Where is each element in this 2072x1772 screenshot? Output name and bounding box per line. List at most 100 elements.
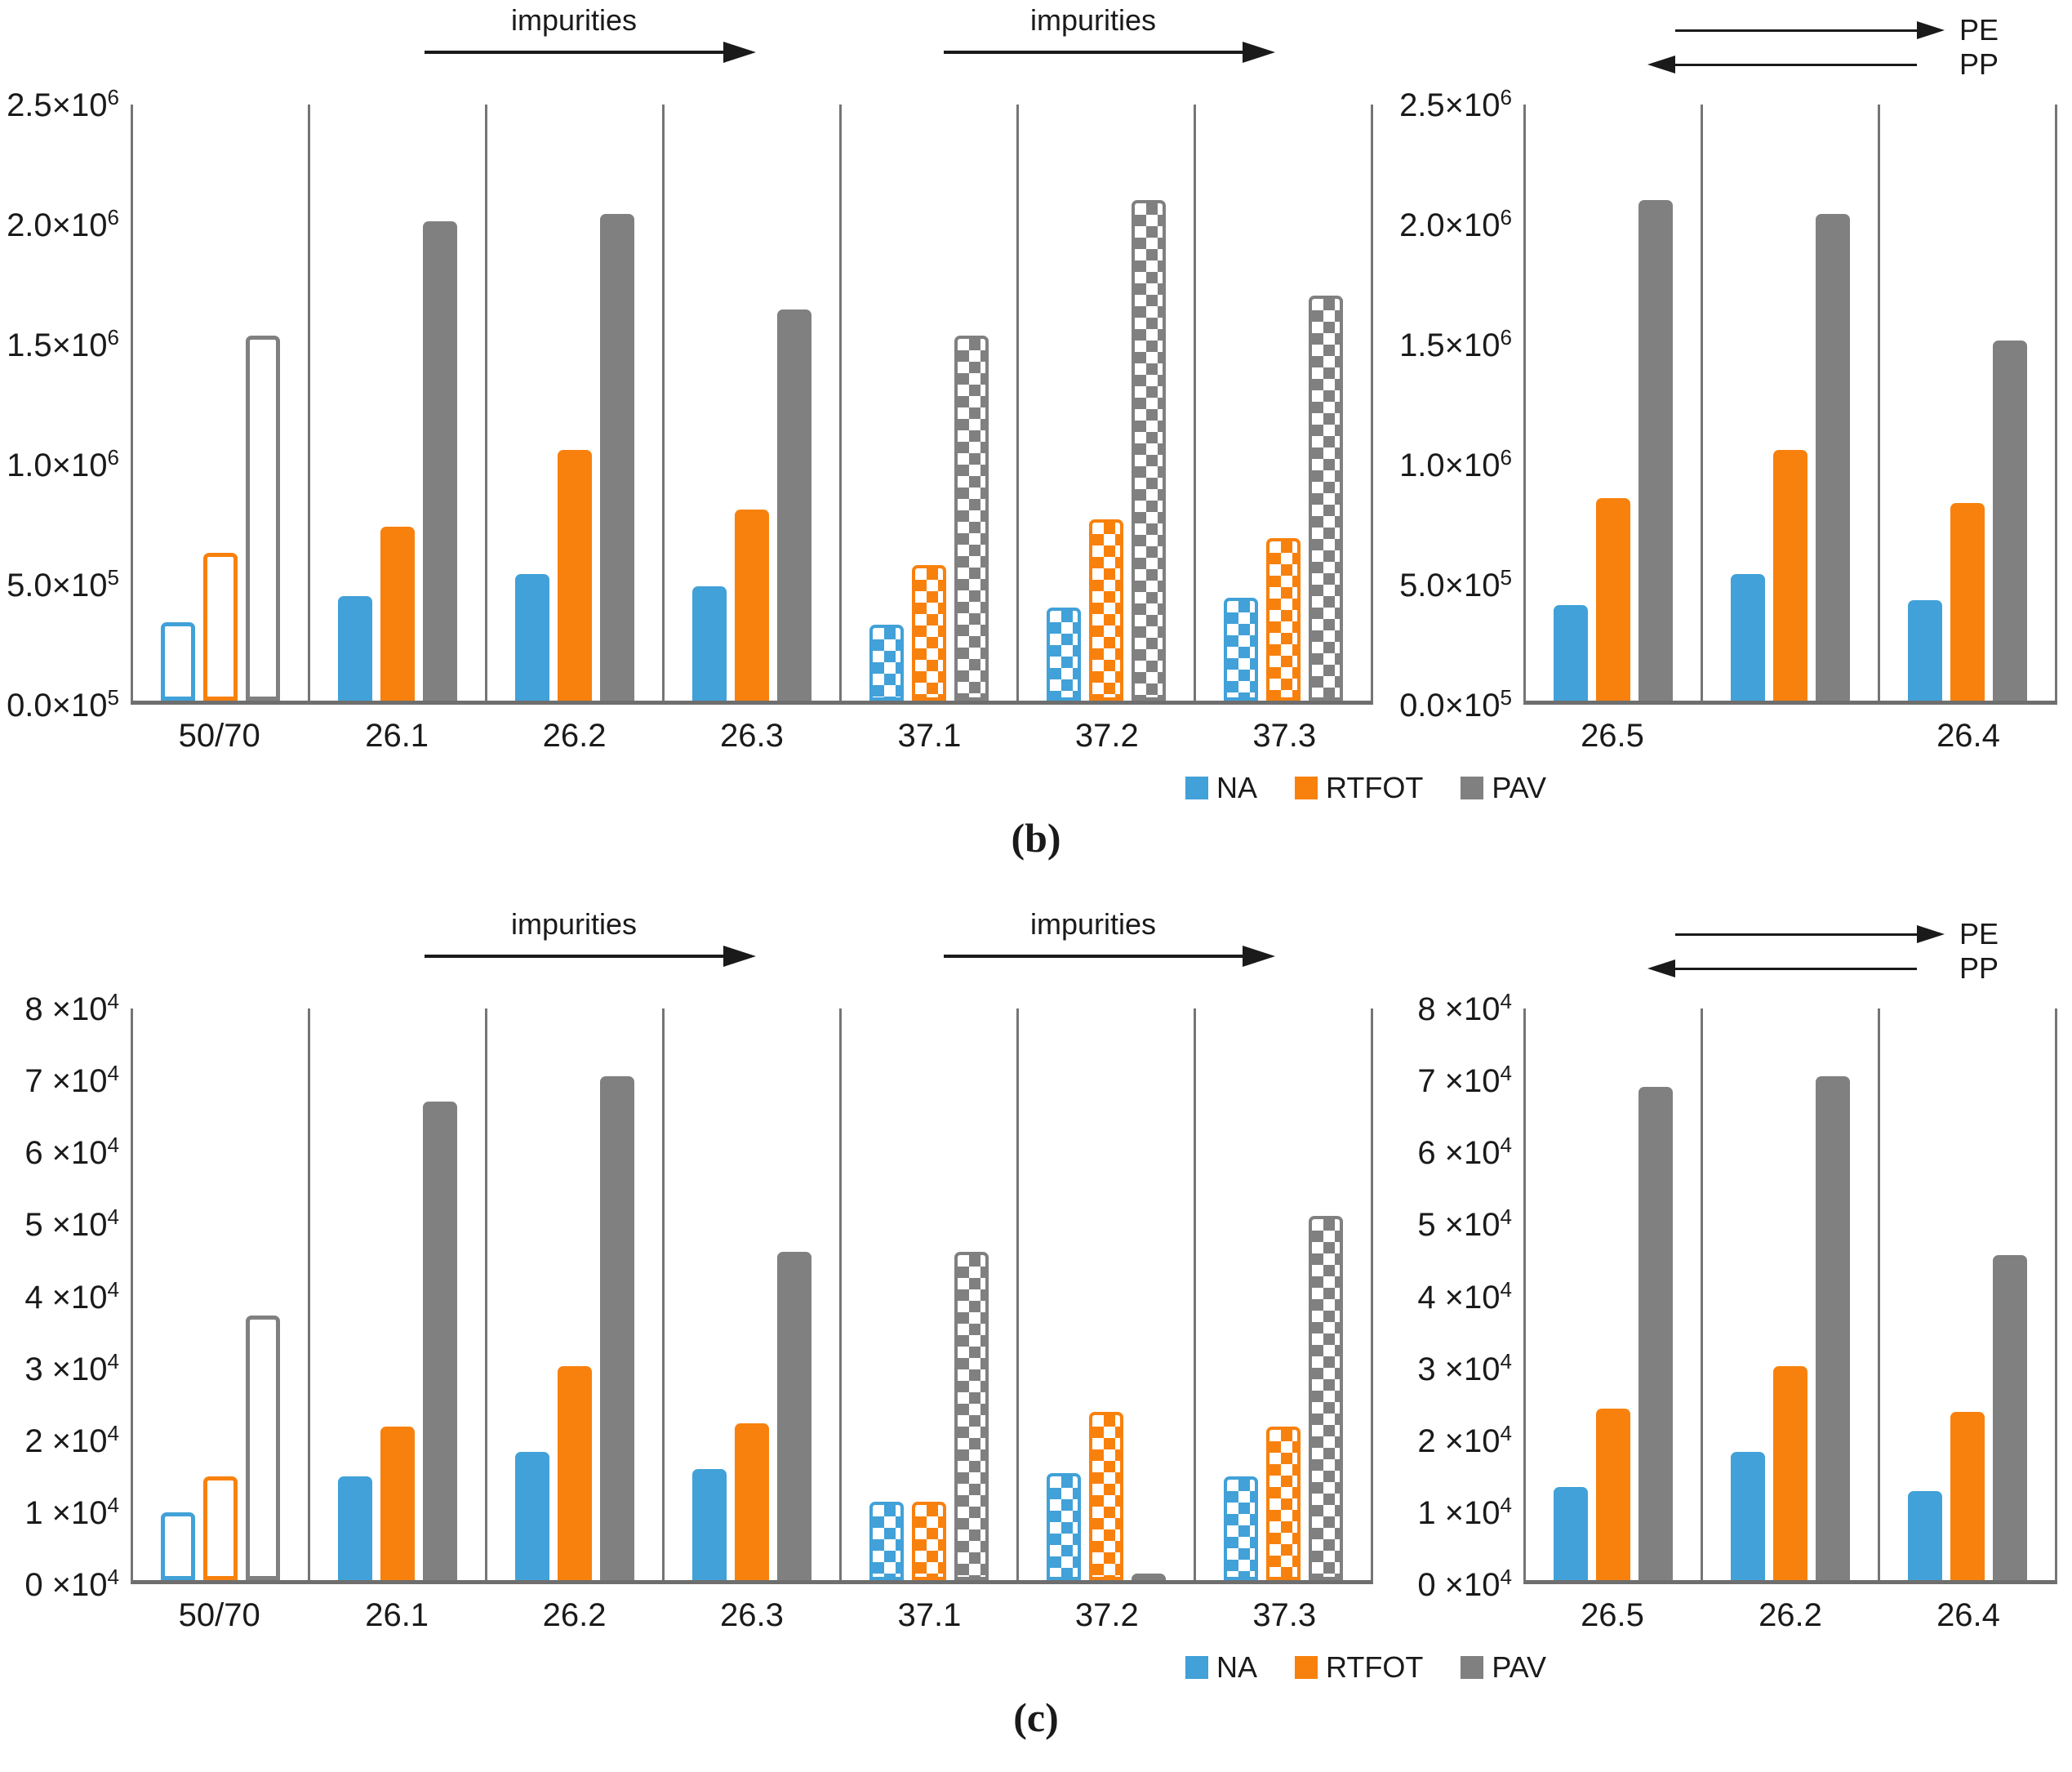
y-tick-text: 6 ×10 [24,1135,108,1172]
bar-rtfot-37.3 [1266,538,1301,701]
chart-b-right: 2.5×106 2.0×106 1.5×106 1.0×106 5.0×105 0.0×1… [1386,85,2057,768]
pp-label: PP [1959,47,1999,81]
y-axis-labels-b-left: 2.5×106 2.0×106 1.5×106 1.0×106 5.0×105 0.0×1… [3,85,131,723]
impurities-label: impurities [510,3,638,37]
bar-na-26.3 [692,585,727,701]
bar-group-26.2 [487,105,665,701]
chart-c-right: 8 ×104 7 ×104 6 ×104 5 ×104 4 ×104 3 ×104 2 ×1… [1386,989,2057,1648]
y-tick-text: 2.0×10 [1399,207,1501,244]
panel-b: impurities impurities PE PP 2.5×106 2.0×1… [0,0,2072,862]
y-tick-label: 8 ×104 [24,989,119,1028]
x-tick-label-26.4: 26.4 [1936,1597,2000,1633]
y-tick-exponent: 4 [107,1060,119,1085]
bar-group-26.1 [310,1008,487,1580]
y-tick-label: 1.0×106 [1399,445,1512,484]
y-tick-text: 2.5×10 [7,87,108,124]
impurities-arrow-right-icon [944,955,1243,958]
legend-c: NA RTFOT PAV [1185,1650,2072,1684]
impurities-arrow-right-icon [425,51,723,54]
chart-c-left: 8 ×104 7 ×104 6 ×104 5 ×104 4 ×104 3 ×104 2 ×1… [3,989,1373,1648]
bar-pav-37.3 [1309,1215,1343,1580]
y-tick-text: 1 ×10 [1417,1495,1501,1532]
panel-b-charts-row: 2.5×106 2.0×106 1.5×106 1.0×106 5.0×105 0.0×1… [0,85,2072,768]
y-tick-label: 1.5×106 [7,325,119,364]
y-tick-exponent: 6 [107,84,119,109]
legend-label-pav: PAV [1492,771,1547,804]
bar-pav-26.3 [777,309,811,701]
bar-group-50/70 [133,1008,310,1580]
legend-swatch-rtfot [1295,777,1318,799]
bar-rtfot-37.1 [912,1501,946,1580]
y-tick-label: 2 ×104 [24,1421,119,1460]
y-tick-label: 7 ×104 [24,1061,119,1100]
x-tick-label-37.1: 37.1 [897,718,962,754]
y-tick-label: 5.0×105 [7,565,119,604]
bar-pav-37.2 [1132,1574,1166,1580]
y-tick-text: 4 ×10 [1417,1279,1501,1316]
legend-item-rtfot: RTFOT [1295,771,1423,805]
bar-group-37.1 [842,1008,1019,1580]
bar-rtfot-26.4 [1950,502,1985,701]
y-tick-exponent: 6 [107,324,119,350]
y-tick-exponent: 6 [107,204,119,229]
y-tick-exponent: 4 [107,1492,119,1517]
impurities-label: impurities [1029,3,1157,37]
y-tick-label: 1.5×106 [1399,325,1512,364]
pp-row: PP [1675,951,2008,986]
x-tick-label-26.2: 26.2 [542,1597,607,1633]
y-tick-exponent: 6 [1500,204,1512,229]
bar-na-37.3 [1224,1476,1258,1580]
y-tick-exponent: 5 [107,564,119,590]
pp-label: PP [1959,951,1999,985]
y-tick-text: 2.5×10 [1399,87,1501,124]
y-tick-exponent: 4 [1500,988,1512,1013]
y-tick-exponent: 4 [107,1564,119,1589]
pe-pp-annotation: PE PP [1675,917,2008,986]
x-tick-label-37.2: 37.2 [1074,718,1139,754]
y-tick-label: 0.0×105 [7,685,119,724]
pe-row: PE [1675,13,2008,47]
y-tick-text: 1.0×10 [7,447,108,484]
bar-group-37.3 [1196,1008,1371,1580]
legend-swatch-pav [1461,777,1484,799]
y-tick-label: 5 ×104 [24,1204,119,1244]
bar-rtfot-26.1 [380,1426,415,1580]
y-tick-text: 1 ×10 [24,1495,108,1532]
y-tick-label: 4 ×104 [24,1276,119,1316]
y-tick-text: 2.0×10 [7,207,108,244]
bar-group-37.2 [1019,105,1196,701]
x-axis-labels-c-left: 50/70 26.1 26.2 26.3 37.1 37.2 37.3 [131,1584,1373,1648]
impurities-annotation-2: impurities [944,907,1243,958]
bar-pav-26.1 [423,1101,457,1580]
bar-pav-37.2 [1132,199,1166,701]
x-tick-label-37.3: 37.3 [1252,1597,1317,1633]
bar-group-26.4 [1880,105,2055,701]
bar-rtfot-26.2 [558,1365,592,1580]
y-tick-label: 5 ×104 [1417,1204,1512,1244]
bar-pav-50/70 [246,1316,280,1580]
x-axis-labels-b-right: 26.5 26.4 [1523,705,2057,768]
y-tick-text: 0 ×10 [1417,1567,1501,1604]
legend-item-na: NA [1185,771,1257,805]
bar-rtfot-37.3 [1266,1426,1301,1580]
x-tick-label-37.1: 37.1 [897,1597,962,1633]
y-tick-exponent: 4 [1500,1060,1512,1085]
bar-rtfot-26.1 [380,526,415,701]
y-tick-exponent: 4 [107,1276,119,1302]
bar-pav-26.5 [1638,1087,1673,1580]
bar-rtfot-26.5 [1596,1409,1630,1580]
bar-na-26.5 [1554,605,1588,701]
bar-na-37.2 [1047,608,1081,701]
y-tick-text: 5.0×10 [1399,568,1501,604]
bar-na-50/70 [161,621,195,701]
bar-group-50/70 [133,105,310,701]
y-tick-text: 0 ×10 [24,1567,108,1604]
y-tick-text: 8 ×10 [1417,991,1501,1028]
impurities-arrow-right-icon [425,955,723,958]
y-tick-text: 1.5×10 [7,327,108,364]
bar-na-26.2 [1731,1451,1765,1580]
bar-pav-26.2 [600,1076,634,1580]
y-tick-exponent: 5 [1500,684,1512,710]
impurities-annotation-1: impurities [425,907,723,958]
pe-row: PE [1675,917,2008,951]
